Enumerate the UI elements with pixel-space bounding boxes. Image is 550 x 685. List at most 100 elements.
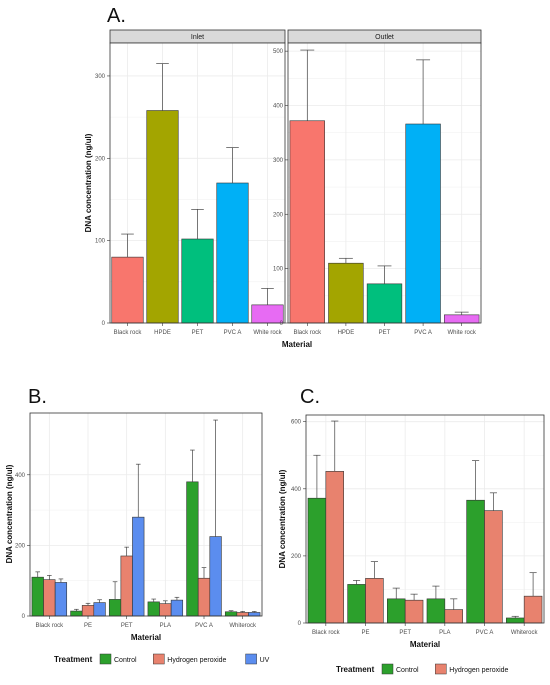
panel-b-ytick-label: 200	[15, 543, 26, 549]
bar-pla-hydrogen-peroxide	[159, 603, 172, 617]
bar-black-rock-uv	[54, 582, 68, 617]
panel-b-legend-key-control	[99, 653, 112, 665]
panel-a-outlet-ytick-label: 100	[273, 267, 284, 273]
panel-a-outlet-ytick-label: 300	[273, 158, 284, 164]
panel-c-ytick-label: 600	[291, 420, 302, 426]
panel-b-ytick-label: 400	[15, 473, 26, 479]
panel-a-inlet-xtick-label: Black rock	[114, 330, 143, 336]
panel-c-xtick-label: PLA	[439, 630, 450, 636]
bar-pet-hydrogen-peroxide	[404, 599, 424, 624]
panel-c-ytick-label: 400	[291, 487, 302, 493]
bar-pla-hydrogen-peroxide	[444, 609, 463, 624]
panel-a-inlet-ytick-label: 200	[95, 156, 106, 162]
bar-whiterock-control	[506, 617, 525, 624]
panel-b-legend-label-hydrogen-peroxide: Hydrogen peroxide	[167, 657, 226, 664]
panel-a-outlet-ytick-label: 400	[273, 104, 284, 110]
panel-b-xtick-label: Black rock	[35, 623, 64, 629]
panel-b-xtick-label: PE	[84, 623, 92, 629]
panel-a-letter: A.	[107, 5, 126, 27]
panel-a-inlet-xtick-label: PET	[192, 330, 204, 336]
bar-pet	[181, 238, 214, 324]
bar-hpde	[146, 110, 179, 324]
panel-b-x-axis-title: Material	[131, 633, 161, 642]
bar-pla-control	[426, 598, 446, 624]
panel-c-letter: C.	[300, 386, 320, 408]
panel-c-legend-key-control	[381, 663, 394, 675]
panel-b: B. 0 200 400 Black rock PE PET PLA PVC A Whiteroc…	[5, 386, 270, 665]
panel-a-inlet-xtick-label: PVC A	[224, 330, 242, 336]
bar-black-rock-hydrogen-peroxide	[325, 471, 344, 624]
bar-pla-uv	[170, 599, 184, 617]
panel-c-legend-label-hydrogen-peroxide: Hydrogen peroxide	[449, 667, 508, 674]
panel-c-ytick-label: 200	[291, 554, 302, 560]
bar-pvc-a-uv	[209, 536, 222, 617]
panel-c-legend-key-hydrogen-peroxide	[435, 663, 447, 675]
bar-pet-control	[387, 598, 406, 624]
panel-b-xtick-label: PET	[121, 623, 133, 629]
panel-c-ytick-label: 0	[298, 621, 302, 627]
bar-pet-hydrogen-peroxide	[120, 555, 133, 617]
panel-a-outlet-ytick-label: 500	[273, 49, 284, 55]
bar-pet-uv	[132, 516, 145, 617]
bar-pla-control	[147, 601, 160, 617]
panel-c-legend-title: Treatment	[336, 665, 375, 674]
panel-b-panel-border	[29, 412, 263, 617]
panel-a-outlet-xtick-label: White rock	[448, 330, 477, 336]
panel-a-outlet-xtick-label: HPDE	[338, 330, 355, 336]
panel-c-legend-label-control: Control	[396, 667, 419, 674]
panel-a-outlet-xtick-label: PET	[379, 330, 391, 336]
facet-inlet: Inlet 0 100 200 300 Black rock HPDE PET PVC A Whi…	[95, 29, 286, 336]
panel-c-panel-border	[305, 414, 545, 624]
panel-a-outlet-xtick-label: Black rock	[293, 330, 322, 336]
panel-c: C. 0 200 400 600 Black rock PE PET PLA PVC A White…	[278, 386, 545, 675]
bar-black-rock-hydrogen-peroxide	[43, 579, 56, 617]
bar-pe-control	[70, 610, 83, 617]
bar-black-rock-control	[31, 576, 44, 617]
facet-strip-label-inlet: Inlet	[191, 34, 204, 41]
panel-c-xtick-label: PET	[399, 630, 411, 636]
bar-pvc-a	[216, 182, 249, 324]
panel-b-xtick-label: PLA	[160, 623, 171, 629]
panel-b-legend-label-uv: UV	[260, 657, 270, 664]
bar-pvc-a-control	[186, 481, 199, 617]
panel-b-xtick-label: Whiterock	[229, 623, 257, 629]
panel-b-plot-area	[30, 413, 262, 616]
panel-a-inlet-xtick-label: White rock	[253, 330, 282, 336]
panel-c-xtick-label: PE	[361, 630, 369, 636]
panel-b-legend-key-uv	[245, 653, 257, 665]
bar-whiterock-hydrogen-peroxide	[236, 612, 249, 617]
bar-pe-hydrogen-peroxide	[365, 578, 384, 624]
panel-a-inlet-ytick-label: 0	[102, 321, 106, 327]
panel-a-inlet-ytick-label: 300	[95, 74, 106, 80]
bar-pet-control	[108, 599, 122, 617]
panel-c-xtick-label: PVC A	[476, 630, 494, 636]
panel-c-xtick-label: Black rock	[312, 630, 341, 636]
panel-b-letter: B.	[28, 386, 47, 408]
panel-b-legend-label-control: Control	[114, 657, 137, 664]
panel-a-outlet-xtick-label: PVC A	[414, 330, 432, 336]
panel-a-outlet-ytick-label: 0	[280, 321, 284, 327]
bar-whiterock-control	[224, 611, 238, 617]
facet-outlet: Outlet 0 100 200 300 400 500 Black rock HPDE PET P…	[273, 29, 482, 336]
bar-pvc-a-hydrogen-peroxide	[197, 577, 211, 617]
bar-hpde	[328, 262, 364, 324]
bar-pet	[366, 283, 403, 324]
panel-c-plot-area	[306, 415, 544, 623]
bar-pe-uv	[93, 602, 106, 617]
bar-pe-control	[347, 584, 366, 624]
panel-b-y-axis-title: DNA concentration (ng/ul)	[5, 464, 14, 563]
panel-a-x-axis-title: Material	[282, 340, 312, 349]
panel-a-inlet-ytick-label: 100	[95, 239, 106, 245]
panel-a: A. Inlet 0 100 200 300 Black rock HPDE PET PVC A W…	[84, 5, 482, 349]
panel-b-ytick-label: 0	[22, 614, 26, 620]
panel-b-legend-title: Treatment	[54, 655, 93, 664]
panel-a-inlet-xtick-label: HPDE	[154, 330, 171, 336]
bar-whiterock-hydrogen-peroxide	[523, 595, 543, 624]
bar-whiterock-uv	[248, 612, 261, 617]
bar-pvc-a-hydrogen-peroxide	[484, 510, 503, 624]
bar-black-rock-control	[307, 497, 327, 624]
bar-pvc-a	[405, 123, 441, 324]
panel-b-legend-key-hydrogen-peroxide	[153, 653, 165, 665]
bar-white-rock	[251, 304, 284, 324]
